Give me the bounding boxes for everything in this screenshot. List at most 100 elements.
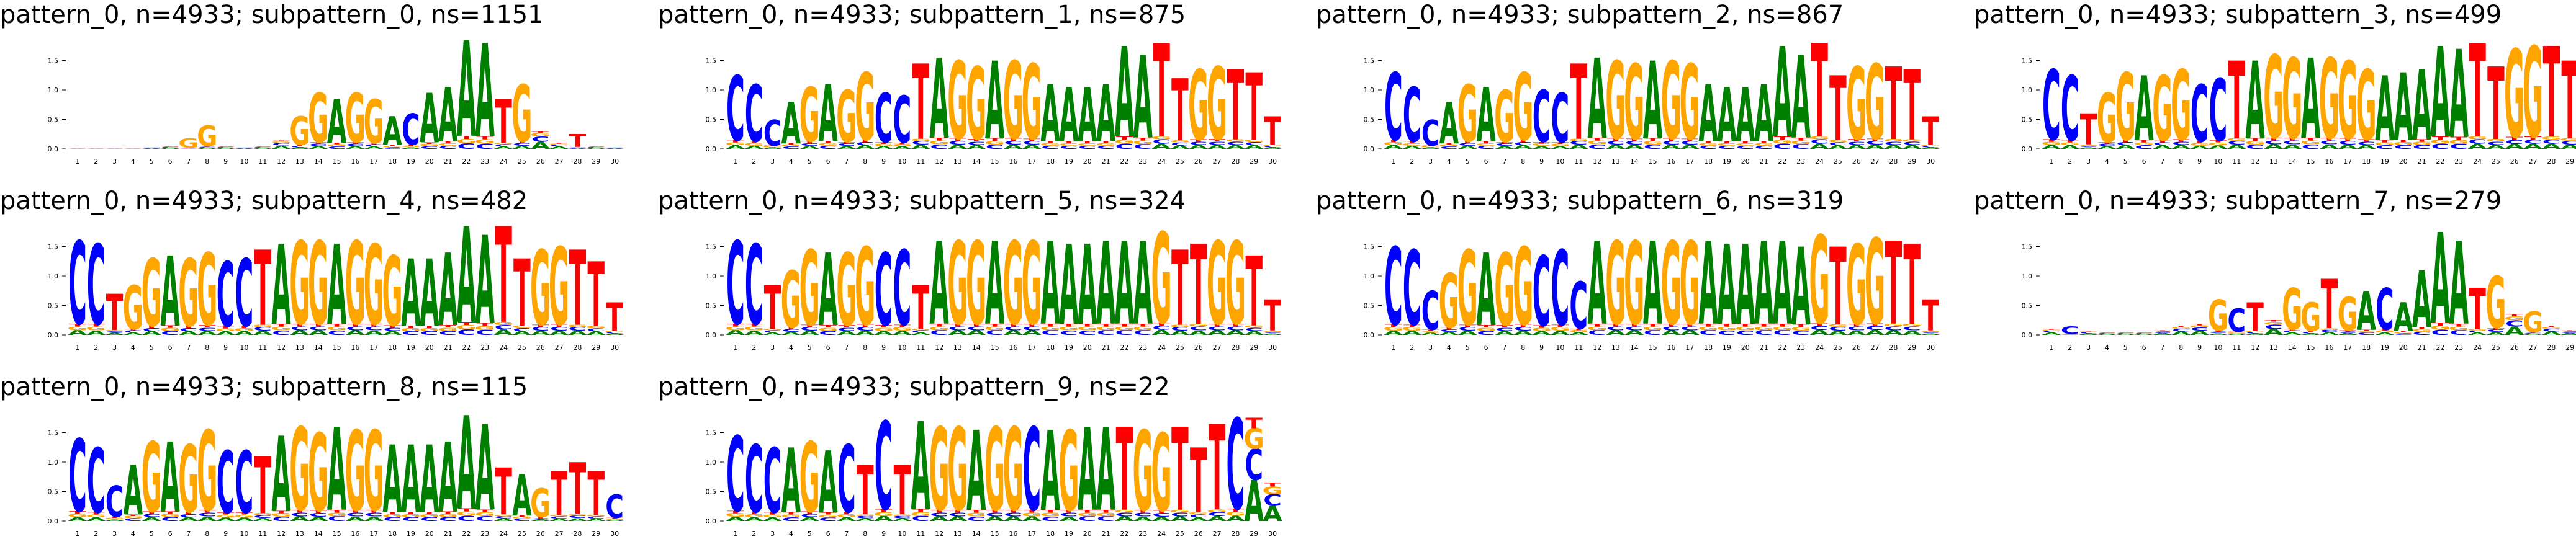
logo-letter-C: C (1022, 140, 1041, 146)
logo-letter-A: A (2542, 143, 2561, 151)
x-tick-label: 29 (592, 158, 600, 166)
x-tick-label: 26 (1852, 344, 1861, 352)
logo-letter-T: T (1700, 323, 1717, 327)
logo-letter-A: A (1151, 515, 1171, 522)
logo-letter-T: T (1755, 141, 1773, 144)
logo-letter-A: A (290, 329, 310, 336)
logo-letter-C: C (2413, 144, 2431, 150)
logo-letter-G: G (984, 326, 1005, 332)
logo-letter-G: G (2356, 331, 2376, 334)
logo-letter-C: C (2302, 143, 2320, 151)
x-tick-label: 22 (1120, 530, 1128, 538)
logo-letter-T: T (569, 448, 587, 531)
logo-letter-G: G (530, 132, 551, 138)
logo-letter-A: A (197, 515, 217, 523)
logo-letter-G: G (2060, 141, 2080, 146)
logo-letter-A: A (2079, 333, 2099, 336)
x-tick-label: 16 (351, 158, 359, 166)
logo-letter-T: T (912, 273, 929, 344)
logo-letter-C: C (272, 143, 290, 146)
x-tick-label: 30 (1268, 530, 1277, 538)
logo-letter-A: A (346, 329, 366, 336)
logo-letter-A: A (2134, 57, 2153, 161)
logo-letter-G: G (873, 327, 894, 332)
logo-letter-T: T (875, 508, 893, 513)
logo-letter-T: T (2395, 139, 2412, 143)
logo-letter-C: C (550, 326, 569, 332)
x-tick-label: 9 (223, 530, 228, 538)
logo-letter-A: A (1263, 332, 1282, 336)
logo-letter-T: T (875, 324, 893, 328)
logo-letter-A: A (493, 146, 513, 150)
logo-letter-G: G (836, 76, 857, 159)
logo-letter-T: T (1533, 325, 1551, 329)
logo-letter-A: A (948, 143, 968, 150)
x-tick-label: 14 (1630, 158, 1639, 166)
logo-letter-A: A (2209, 332, 2228, 336)
x-tick-label: 18 (2362, 158, 2371, 166)
logo-letter-A: A (1662, 143, 1682, 150)
x-tick-label: 20 (1083, 344, 1092, 352)
logo-letter-C: C (1736, 329, 1755, 337)
logo-letter-A: A (364, 329, 384, 337)
x-tick-label: 2 (752, 530, 756, 538)
logo-letter-G: G (160, 513, 180, 518)
x-tick-label: 1 (75, 158, 79, 166)
x-tick-label: 19 (407, 158, 415, 166)
logo-letter-C: C (2135, 144, 2153, 149)
logo-letter-G: G (1022, 43, 1042, 164)
logo-letter-A: A (2153, 144, 2173, 149)
logo-letter-C: C (2487, 141, 2505, 146)
logo-letter-C: C (494, 324, 513, 331)
logo-letter-C: C (587, 146, 605, 148)
logo-letter-C: C (513, 327, 531, 332)
logo-letter-C: C (1847, 141, 1866, 146)
logo-letter-G: G (197, 409, 217, 536)
logo-letter-G: G (567, 514, 588, 517)
logo-letter-C: C (1903, 141, 1921, 146)
logo-letter-A: A (1643, 219, 1662, 351)
logo-letter-T: T (495, 217, 512, 353)
logo-letter-C: C (1022, 405, 1041, 537)
logo-letter-C: C (2116, 141, 2135, 146)
logo-letter-A: A (1022, 329, 1042, 336)
x-tick-label: 14 (314, 344, 323, 352)
logo-letter-T: T (384, 145, 401, 146)
logo-letter-C: C (2153, 331, 2172, 334)
logo-letter-A: A (105, 332, 125, 336)
logo-letter-A: A (1151, 329, 1171, 337)
logo-letter-G: G (1642, 140, 1663, 146)
logo-letter-A: A (1263, 501, 1282, 526)
logo-letter-C: C (1440, 329, 1459, 332)
x-tick-label: 8 (863, 344, 867, 352)
x-tick-label: 23 (1138, 530, 1147, 538)
sequence-logo: 0.00.51.01.51 2 3 4 5 6 7 8 9 10 11 12 13 14 15 16 17 18 1… (2022, 31, 2576, 167)
x-tick-label: 27 (1213, 158, 1222, 166)
x-tick-label: 17 (1027, 530, 1036, 538)
logo-letter-G: G (966, 512, 986, 517)
logo-letter-G: G (438, 327, 458, 332)
y-tick-label: 1.5 (706, 243, 717, 251)
logo-letter-T: T (1774, 136, 1791, 141)
x-tick-label: 22 (462, 344, 471, 352)
logo-letter-A: A (744, 145, 764, 149)
x-tick-label: 12 (277, 530, 286, 538)
logo-letter-A: A (985, 40, 1004, 164)
logo-letter-C: C (1495, 143, 1514, 146)
logo-letter-A: A (2116, 144, 2136, 150)
x-tick-label: 4 (131, 344, 135, 352)
logo-letter-C: C (763, 429, 782, 533)
logo-letter-T: T (1515, 139, 1532, 143)
logo-letter-A: A (800, 329, 820, 336)
x-tick-label: 14 (972, 530, 981, 538)
logo-letter-A: A (457, 31, 476, 167)
x-tick-label: 9 (2197, 158, 2202, 166)
logo-letter-G: G (178, 426, 199, 533)
x-tick-label: 4 (789, 344, 793, 352)
logo-letter-C: C (1060, 512, 1078, 517)
logo-letter-G: G (142, 240, 162, 347)
logo-letter-G: G (475, 325, 495, 331)
logo-letter-G: G (586, 515, 606, 517)
logo-letter-A: A (1569, 332, 1589, 336)
logo-letter-A: A (382, 330, 402, 336)
